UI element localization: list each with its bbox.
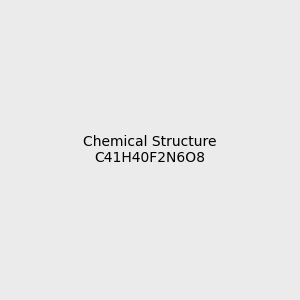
- Text: Chemical Structure
C41H40F2N6O8: Chemical Structure C41H40F2N6O8: [83, 135, 217, 165]
